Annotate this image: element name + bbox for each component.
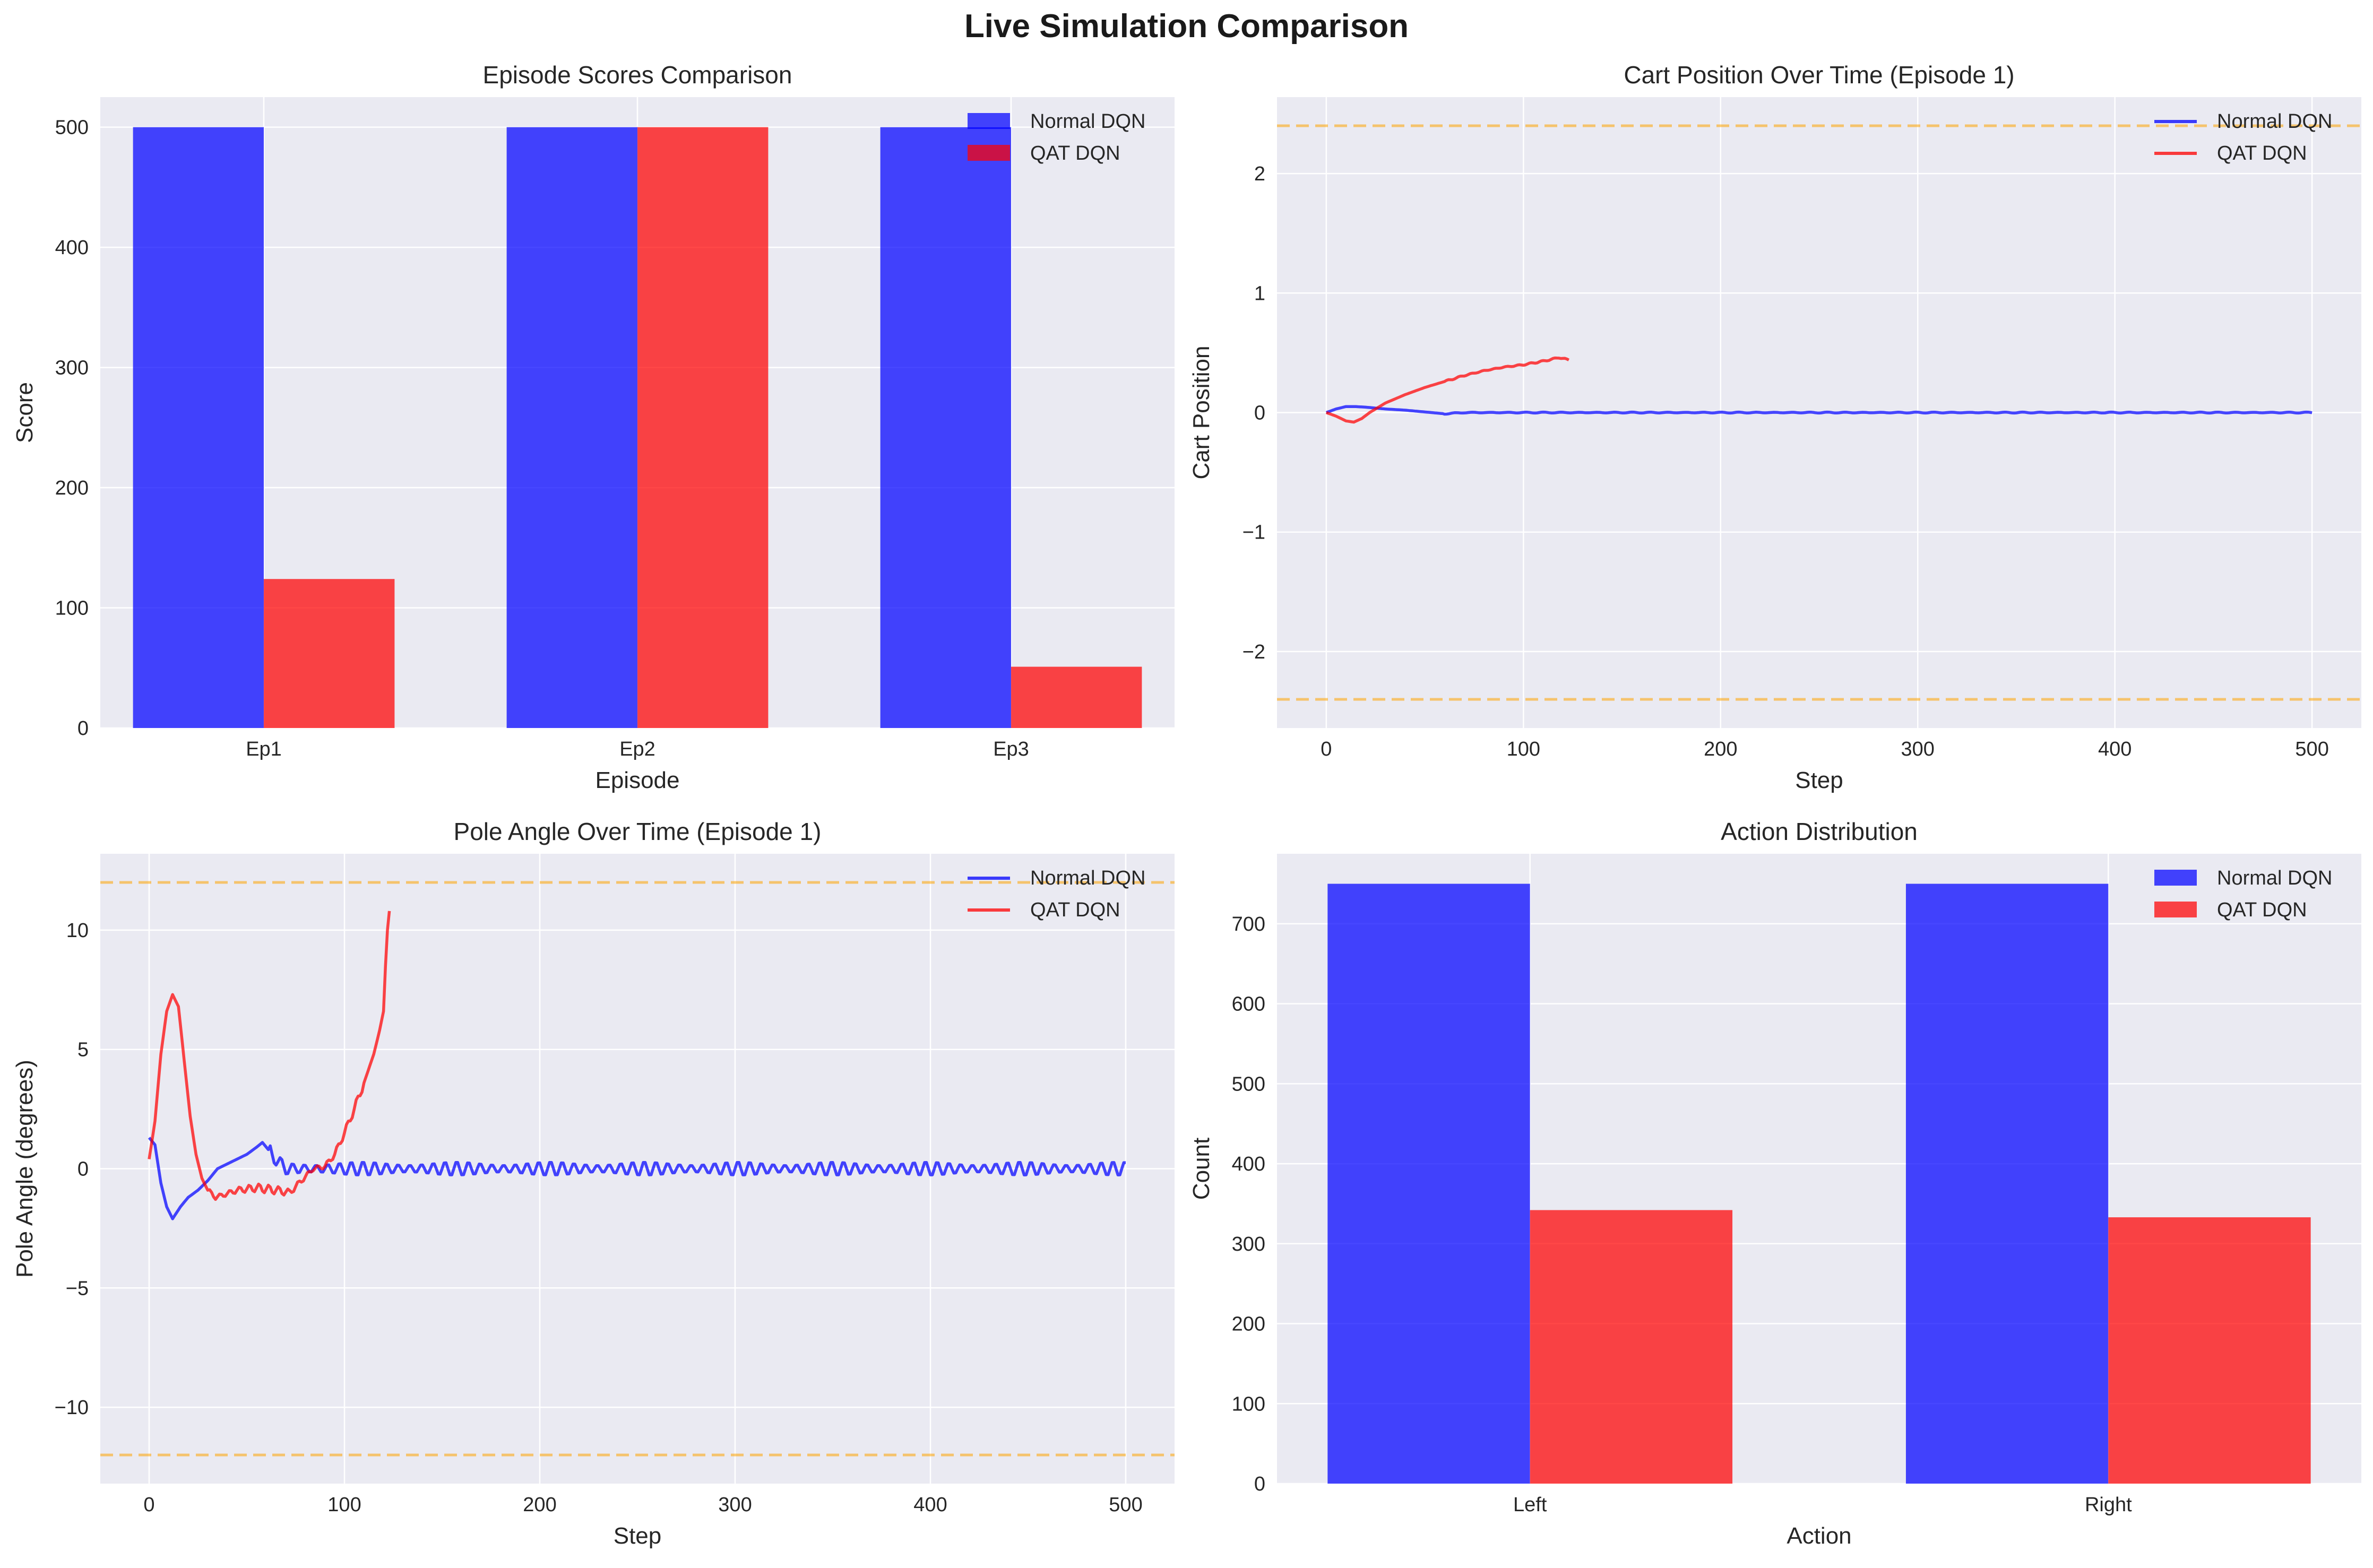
x-tick-label: 400 [2098, 738, 2132, 760]
legend-label: QAT DQN [1030, 142, 1120, 164]
y-tick-label: 5 [77, 1039, 89, 1061]
chart-panel-3: 0 100 200 300 400 500 600 700 Left Right Action Di… [1188, 818, 2361, 1549]
y-axis-label: Pole Angle (degrees) [12, 1060, 38, 1278]
figure-title: Live Simulation Comparison [964, 8, 1409, 45]
legend-label: Normal DQN [2217, 867, 2332, 889]
y-tick-label: 2 [1254, 163, 1265, 185]
bar-normal [1905, 883, 2109, 1484]
y-tick-label: 10 [66, 920, 89, 942]
legend-swatch [2154, 870, 2197, 886]
chart-panel-1: −2 −1 0 1 2 0 100 200 300 400 500 Cart Position Ove… [1188, 61, 2361, 793]
y-tick-label: 200 [55, 477, 89, 499]
legend-label: Normal DQN [1030, 867, 1145, 889]
y-tick-label: −5 [66, 1277, 89, 1300]
chart-title: Pole Angle Over Time (Episode 1) [454, 818, 822, 845]
x-tick-label: Left [1513, 1494, 1547, 1516]
y-tick-label: 0 [77, 1158, 89, 1181]
x-axis-label: Step [1795, 767, 1843, 793]
chart-title: Action Distribution [1721, 818, 1918, 845]
bar-normal [1327, 883, 1530, 1484]
legend-label: QAT DQN [1030, 899, 1120, 921]
x-tick-label: Ep3 [993, 738, 1029, 760]
y-tick-label: 200 [1232, 1313, 1265, 1336]
x-tick-label: 0 [1321, 738, 1332, 760]
x-axis-label: Action [1787, 1523, 1851, 1549]
y-tick-label: 500 [1232, 1073, 1265, 1095]
y-tick-label: 500 [55, 117, 89, 139]
x-tick-label: 100 [327, 1494, 361, 1516]
y-tick-label: 700 [1232, 913, 1265, 935]
legend-label: Normal DQN [2217, 110, 2332, 133]
bar-qat [637, 127, 769, 729]
y-tick-label: 1 [1254, 282, 1265, 305]
y-axis-label: Cart Position [1188, 346, 1214, 480]
series-line-qat [148, 911, 391, 1201]
x-tick-label: 500 [2295, 738, 2328, 760]
bar-normal [880, 127, 1011, 729]
y-tick-label: −2 [1242, 641, 1265, 663]
y-axis-label: Count [1188, 1138, 1214, 1200]
bar-qat [2108, 1217, 2311, 1484]
x-tick-label: Ep2 [619, 738, 655, 760]
legend-swatch [968, 113, 1010, 129]
x-tick-label: Ep1 [246, 738, 282, 760]
x-axis-label: Episode [595, 767, 679, 793]
y-tick-label: 600 [1232, 993, 1265, 1016]
y-tick-label: 0 [77, 717, 89, 740]
y-tick-label: 300 [55, 357, 89, 379]
y-tick-label: −1 [1242, 522, 1265, 544]
y-tick-label: 0 [1254, 1473, 1265, 1495]
bar-qat [264, 579, 395, 728]
y-tick-label: 400 [55, 237, 89, 259]
chart-title: Episode Scores Comparison [483, 61, 792, 89]
y-tick-label: 100 [1232, 1393, 1265, 1415]
legend-label: QAT DQN [2217, 142, 2307, 164]
x-tick-label: Right [2085, 1494, 2132, 1516]
x-tick-label: 100 [1507, 738, 1540, 760]
legend-swatch [968, 145, 1010, 161]
chart-title: Cart Position Over Time (Episode 1) [1624, 61, 2014, 89]
bar-normal [133, 127, 264, 729]
bar-normal [506, 127, 637, 729]
x-tick-label: 500 [1109, 1494, 1142, 1516]
bar-qat [1011, 666, 1142, 728]
x-tick-label: 300 [718, 1494, 752, 1516]
y-tick-label: 400 [1232, 1153, 1265, 1175]
x-tick-label: 200 [523, 1494, 556, 1516]
y-axis-label: Score [12, 382, 38, 443]
bar-qat [1530, 1210, 1733, 1484]
x-axis-label: Step [614, 1523, 662, 1549]
y-tick-label: 300 [1232, 1233, 1265, 1255]
x-tick-label: 0 [143, 1494, 154, 1516]
series-line-qat [1325, 356, 1570, 424]
legend-label: Normal DQN [1030, 110, 1145, 133]
y-tick-label: 100 [55, 597, 89, 620]
y-tick-label: −10 [55, 1397, 89, 1419]
series-line-normal [1325, 405, 2312, 416]
x-tick-label: 200 [1704, 738, 1737, 760]
legend-swatch [2154, 902, 2197, 917]
x-tick-label: 400 [913, 1494, 947, 1516]
x-tick-label: 300 [1901, 738, 1935, 760]
chart-panel-0: 0 100 200 300 400 500 Ep1 Ep2 Ep3 Episode Scores … [12, 61, 1175, 793]
y-tick-label: 0 [1254, 402, 1265, 425]
legend-label: QAT DQN [2217, 899, 2307, 921]
